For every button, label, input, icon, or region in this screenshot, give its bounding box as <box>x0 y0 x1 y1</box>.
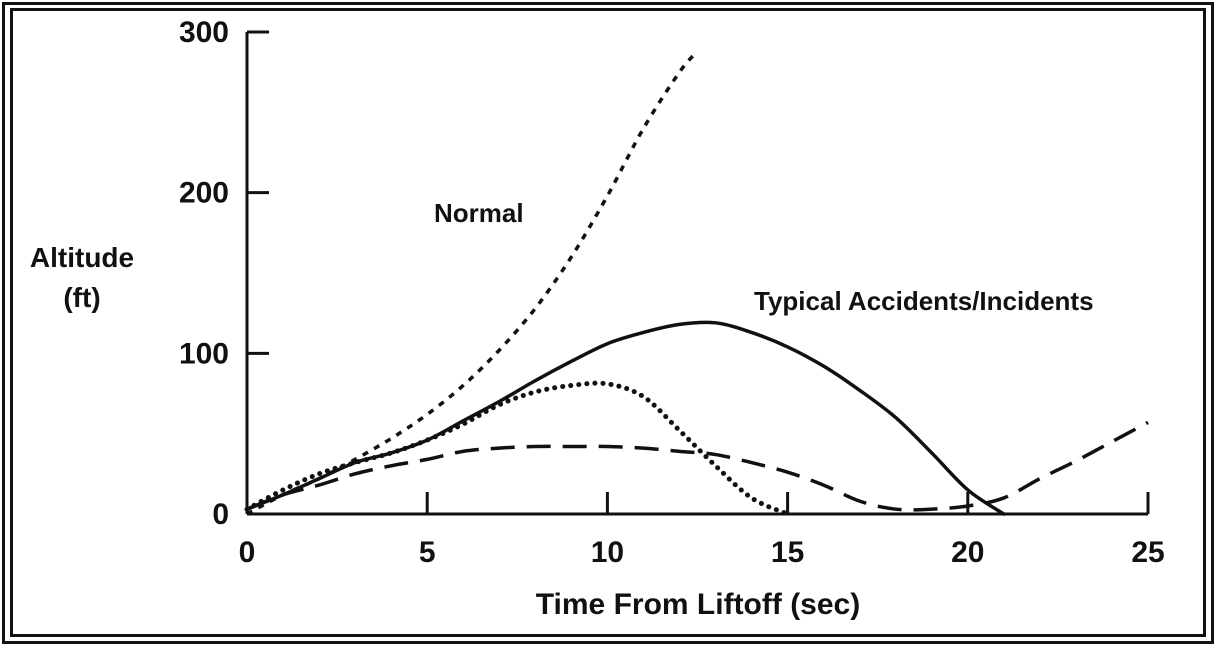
series-line-normal <box>246 50 699 516</box>
x-tick-label-15: 15 <box>771 536 804 569</box>
x-tick-label-0: 0 <box>239 536 256 569</box>
annotation-typical-accidents: Typical Accidents/Incidents <box>754 286 1094 316</box>
y-tick-label-100: 100 <box>179 337 229 370</box>
series-line-accident-solid <box>245 320 1006 516</box>
x-tick-label-5: 5 <box>419 536 436 569</box>
series-line-accident-dotted <box>244 380 791 517</box>
y-tick-label-0: 0 <box>212 498 229 531</box>
x-tick-label-20: 20 <box>951 536 984 569</box>
y-axis-label-line-1: Altitude <box>30 242 134 273</box>
x-tick-label-25: 25 <box>1131 536 1164 569</box>
x-tick-label-10: 10 <box>591 536 624 569</box>
y-tick-label-300: 300 <box>179 16 229 49</box>
series-group <box>244 50 1149 517</box>
series-line-accident-long-dash <box>246 420 1149 512</box>
axes <box>245 32 1148 516</box>
inner-frame <box>10 8 1206 637</box>
y-axis-label-line-2: (ft) <box>63 282 100 313</box>
annotation-normal: Normal <box>434 198 524 228</box>
ticks: 0 5 10 15 20 25 0 100 200 300 <box>179 16 1165 569</box>
x-axis-label: Time From Liftoff (sec) <box>536 588 860 621</box>
y-tick-label-200: 200 <box>179 177 229 210</box>
